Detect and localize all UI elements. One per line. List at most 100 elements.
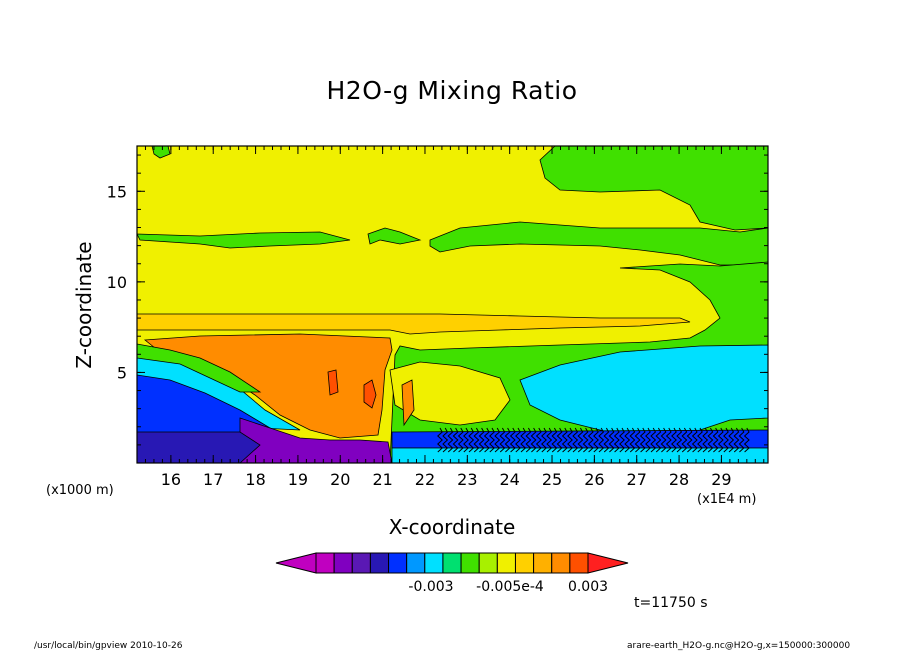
dense-contour-line xyxy=(489,427,495,453)
x-tick-label: 17 xyxy=(203,470,223,489)
x-tick-label: 20 xyxy=(330,470,350,489)
x-tick-label: 22 xyxy=(415,470,435,489)
colorbar-swatch xyxy=(369,552,390,574)
field-orange-spot-1 xyxy=(363,379,377,409)
y-tick-label: 15 xyxy=(107,182,127,201)
dense-contour-line xyxy=(728,427,735,453)
dense-contour-line xyxy=(743,427,750,453)
x-ticks: 16 17 18 19 20 21 22 23 24 25 26 27 28 29 xyxy=(136,146,765,489)
dense-contour-line xyxy=(546,427,553,453)
colorbar: -0.003 -0.005e-4 0.003 xyxy=(275,552,629,595)
dense-contour-line xyxy=(593,427,599,453)
dense-contour-line xyxy=(686,427,693,453)
dense-contour-line xyxy=(665,427,672,453)
dense-contour-line xyxy=(671,427,677,453)
dense-contour-line xyxy=(551,427,558,453)
field-purple-region xyxy=(239,417,393,463)
x-tick-label: 21 xyxy=(372,470,392,489)
dense-contour-line xyxy=(655,427,662,453)
dense-contour-line xyxy=(561,427,568,453)
field-green-top-left xyxy=(151,146,171,159)
dense-contour-line xyxy=(452,427,459,453)
dense-contour-line xyxy=(499,427,506,453)
field-green-upper-right xyxy=(539,146,768,231)
colorbar-swatch xyxy=(388,552,408,574)
dense-contour-line xyxy=(639,427,646,453)
field-green-band-12c xyxy=(429,221,768,266)
dense-contour-line xyxy=(712,427,719,453)
dense-contour-line xyxy=(691,427,698,453)
dense-contour-line xyxy=(660,427,667,453)
dense-contour-line xyxy=(463,427,469,453)
colorbar-swatch xyxy=(551,552,571,574)
field-cyan-bottom-right xyxy=(391,447,768,463)
dense-contour-line xyxy=(520,427,527,453)
colorbar-swatch xyxy=(514,552,535,574)
colorbar-left-arrow xyxy=(275,552,317,574)
colorbar-swatch xyxy=(351,552,371,574)
contour-field xyxy=(137,146,768,463)
dense-contour-line xyxy=(702,427,709,453)
x-tick-label: 23 xyxy=(457,470,477,489)
field-cyan-region xyxy=(519,344,768,441)
dense-contour-line xyxy=(603,427,610,453)
dense-contour-line xyxy=(457,427,464,453)
dense-contour-line xyxy=(582,427,589,453)
dense-contour-line xyxy=(717,427,724,453)
colorbar-swatch xyxy=(533,552,553,574)
dense-contour-line xyxy=(535,427,542,453)
dense-contour-line xyxy=(515,427,521,453)
colorbar-label: -0.003 xyxy=(408,579,453,595)
dense-contour-line xyxy=(624,427,631,453)
time-label: t=11750 s xyxy=(634,595,708,611)
dense-contour-line xyxy=(676,427,683,453)
field-green-left-strip xyxy=(137,343,262,393)
x-tick-label: 29 xyxy=(711,470,731,489)
x-tick-label: 25 xyxy=(542,470,562,489)
dense-contour-line xyxy=(681,427,688,453)
dense-contour-line xyxy=(733,427,740,453)
colorbar-swatch xyxy=(406,552,426,574)
dense-contour-line xyxy=(629,427,636,453)
colorbar-swatch xyxy=(424,552,444,574)
dense-contour-line xyxy=(577,427,584,453)
dense-contour-line xyxy=(494,427,501,453)
dense-contour-line xyxy=(509,427,516,453)
x-tick-label: 28 xyxy=(669,470,689,489)
dense-contour-line xyxy=(556,427,563,453)
dense-contour-line xyxy=(619,427,625,453)
chart-title: H2O-g Mixing Ratio xyxy=(326,76,578,105)
field-navy-band xyxy=(137,431,261,463)
footer-right: arare-earth_H2O-g.nc@H2O-g,x=150000:3000… xyxy=(627,641,851,651)
plot-frame xyxy=(136,145,769,464)
field-orange-low-center xyxy=(401,379,415,427)
x-axis-unit: (x1000 m) xyxy=(46,483,114,498)
x-tick-label: 24 xyxy=(499,470,519,489)
field-green-band-12b xyxy=(367,227,422,245)
dense-contour-line xyxy=(645,427,651,453)
dense-contour-line xyxy=(530,427,537,453)
x-tick-label: 26 xyxy=(584,470,604,489)
colorbar-swatch xyxy=(442,552,462,574)
dense-contour-line xyxy=(478,427,485,453)
y-tick-label: 5 xyxy=(117,363,127,382)
dense-contour-line xyxy=(613,427,620,453)
footer-left: /usr/local/bin/gpview 2010-10-26 xyxy=(34,641,183,651)
dense-contour-line xyxy=(483,427,490,453)
dense-contour-line xyxy=(697,427,703,453)
x-tick-label: 18 xyxy=(245,470,265,489)
dense-contour-line xyxy=(541,427,547,453)
dense-contour-line xyxy=(525,427,532,453)
dense-contour-line xyxy=(608,427,615,453)
colorbar-right-arrow xyxy=(587,552,629,574)
colorbar-swatch xyxy=(569,552,589,574)
colorbar-swatch xyxy=(460,552,480,574)
dense-contour-lines xyxy=(437,427,750,453)
dense-contour-line xyxy=(572,427,579,453)
y-ticks: 5 10 15 xyxy=(107,154,768,446)
dense-contour-line xyxy=(473,427,480,453)
colorbar-label: 0.003 xyxy=(568,579,608,595)
field-green-band-12 xyxy=(137,231,351,249)
dense-contour-line xyxy=(504,427,511,453)
